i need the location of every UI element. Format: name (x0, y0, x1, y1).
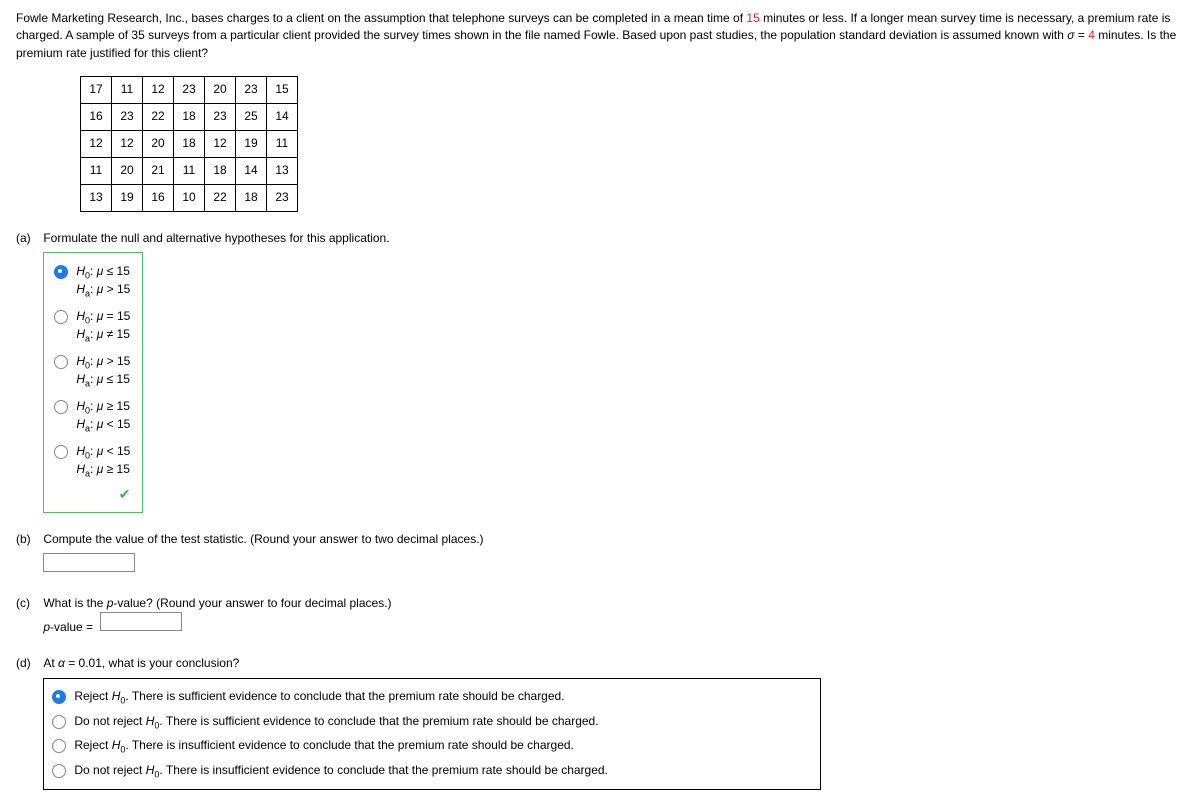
part-b-label: (b) (16, 531, 40, 548)
data-cell: 11 (81, 158, 112, 185)
data-cell: 14 (236, 158, 267, 185)
data-cell: 23 (174, 77, 205, 104)
sigma-symbol: σ (1067, 28, 1074, 42)
part-d-label: (d) (16, 655, 40, 672)
radio-button[interactable] (54, 445, 68, 459)
hypothesis-option[interactable]: H0: μ = 15Ha: μ ≠ 15 (50, 304, 132, 349)
value-4: 4 (1088, 28, 1095, 42)
radio-button[interactable] (54, 265, 68, 279)
data-cell: 12 (112, 131, 143, 158)
data-cell: 17 (81, 77, 112, 104)
conclusion-text: Do not reject H0. There is sufficient ev… (74, 713, 598, 732)
data-cell: 14 (267, 104, 298, 131)
conclusion-text: Reject H0. There is sufficient evidence … (74, 688, 564, 707)
hypothesis-text: H0: μ = 15Ha: μ ≠ 15 (76, 308, 130, 345)
correct-check-icon: ✔ (50, 484, 132, 506)
conclusion-option[interactable]: Reject H0. There is sufficient evidence … (50, 685, 810, 710)
hypothesis-text: H0: μ ≥ 15Ha: μ < 15 (76, 398, 130, 435)
radio-button[interactable] (52, 764, 66, 778)
data-cell: 12 (81, 131, 112, 158)
alpha-symbol: α (58, 656, 65, 670)
hypothesis-option[interactable]: H0: μ ≥ 15Ha: μ < 15 (50, 394, 132, 439)
part-c-label: (c) (16, 595, 40, 612)
conclusion-text: Reject H0. There is insufficient evidenc… (74, 737, 574, 756)
data-cell: 19 (236, 131, 267, 158)
data-cell: 22 (143, 104, 174, 131)
part-c: (c) What is the p-value? (Round your ans… (16, 595, 1184, 637)
radio-button[interactable] (52, 739, 66, 753)
data-cell: 23 (236, 77, 267, 104)
part-a: (a) Formulate the null and alternative h… (16, 230, 1184, 513)
data-cell: 25 (236, 104, 267, 131)
data-cell: 23 (267, 185, 298, 212)
hypothesis-option[interactable]: H0: μ > 15Ha: μ ≤ 15 (50, 349, 132, 394)
intro-pre: Fowle Marketing Research, Inc., bases ch… (16, 11, 746, 25)
survey-data-table: 1711122320231516232218232514121220181219… (80, 76, 298, 212)
data-cell: 18 (236, 185, 267, 212)
conclusion-text: Do not reject H0. There is insufficient … (74, 762, 608, 781)
data-cell: 11 (174, 158, 205, 185)
data-cell: 22 (205, 185, 236, 212)
hypothesis-text: H0: μ ≤ 15Ha: μ > 15 (76, 263, 130, 300)
part-c-text-pre: What is the (43, 596, 106, 610)
data-cell: 20 (205, 77, 236, 104)
radio-button[interactable] (54, 310, 68, 324)
part-a-label: (a) (16, 230, 40, 247)
data-cell: 10 (174, 185, 205, 212)
data-cell: 18 (174, 131, 205, 158)
data-cell: 11 (112, 77, 143, 104)
value-15: 15 (746, 11, 759, 25)
part-b: (b) Compute the value of the test statis… (16, 531, 1184, 577)
conclusion-options: Reject H0. There is sufficient evidence … (43, 678, 821, 790)
data-cell: 12 (143, 77, 174, 104)
data-cell: 13 (81, 185, 112, 212)
part-d-text-pre: At (43, 656, 58, 670)
hypothesis-text: H0: μ > 15Ha: μ ≤ 15 (76, 353, 130, 390)
data-cell: 20 (143, 131, 174, 158)
part-b-text: Compute the value of the test statistic.… (43, 532, 483, 546)
data-cell: 19 (112, 185, 143, 212)
part-a-text: Formulate the null and alternative hypot… (43, 231, 389, 245)
part-c-text-post: -value? (Round your answer to four decim… (113, 596, 391, 610)
data-cell: 18 (174, 104, 205, 131)
data-cell: 18 (205, 158, 236, 185)
part-d: (d) At α = 0.01, what is your conclusion… (16, 655, 1184, 791)
data-cell: 11 (267, 131, 298, 158)
hypothesis-option[interactable]: H0: μ < 15Ha: μ ≥ 15 (50, 439, 132, 484)
data-cell: 21 (143, 158, 174, 185)
data-cell: 23 (112, 104, 143, 131)
radio-button[interactable] (52, 715, 66, 729)
conclusion-option[interactable]: Do not reject H0. There is sufficient ev… (50, 710, 810, 735)
data-cell: 15 (267, 77, 298, 104)
data-cell: 12 (205, 131, 236, 158)
data-cell: 23 (205, 104, 236, 131)
test-statistic-input[interactable] (43, 553, 135, 572)
radio-button[interactable] (52, 690, 66, 704)
hypotheses-options: H0: μ ≤ 15Ha: μ > 15 H0: μ = 15Ha: μ ≠ 15… (43, 252, 143, 514)
hypothesis-text: H0: μ < 15Ha: μ ≥ 15 (76, 443, 130, 480)
data-cell: 16 (81, 104, 112, 131)
hypothesis-option[interactable]: H0: μ ≤ 15Ha: μ > 15 (50, 259, 132, 304)
data-cell: 20 (112, 158, 143, 185)
radio-button[interactable] (54, 400, 68, 414)
part-d-text-post: = 0.01, what is your conclusion? (65, 656, 239, 670)
conclusion-option[interactable]: Do not reject H0. There is insufficient … (50, 759, 810, 784)
data-cell: 13 (267, 158, 298, 185)
radio-button[interactable] (54, 355, 68, 369)
problem-statement: Fowle Marketing Research, Inc., bases ch… (16, 10, 1184, 62)
conclusion-option[interactable]: Reject H0. There is insufficient evidenc… (50, 734, 810, 759)
intro-eq: = (1075, 28, 1089, 42)
data-cell: 16 (143, 185, 174, 212)
p-value-input[interactable] (100, 612, 182, 631)
p-value-eq: -value = (50, 620, 96, 634)
